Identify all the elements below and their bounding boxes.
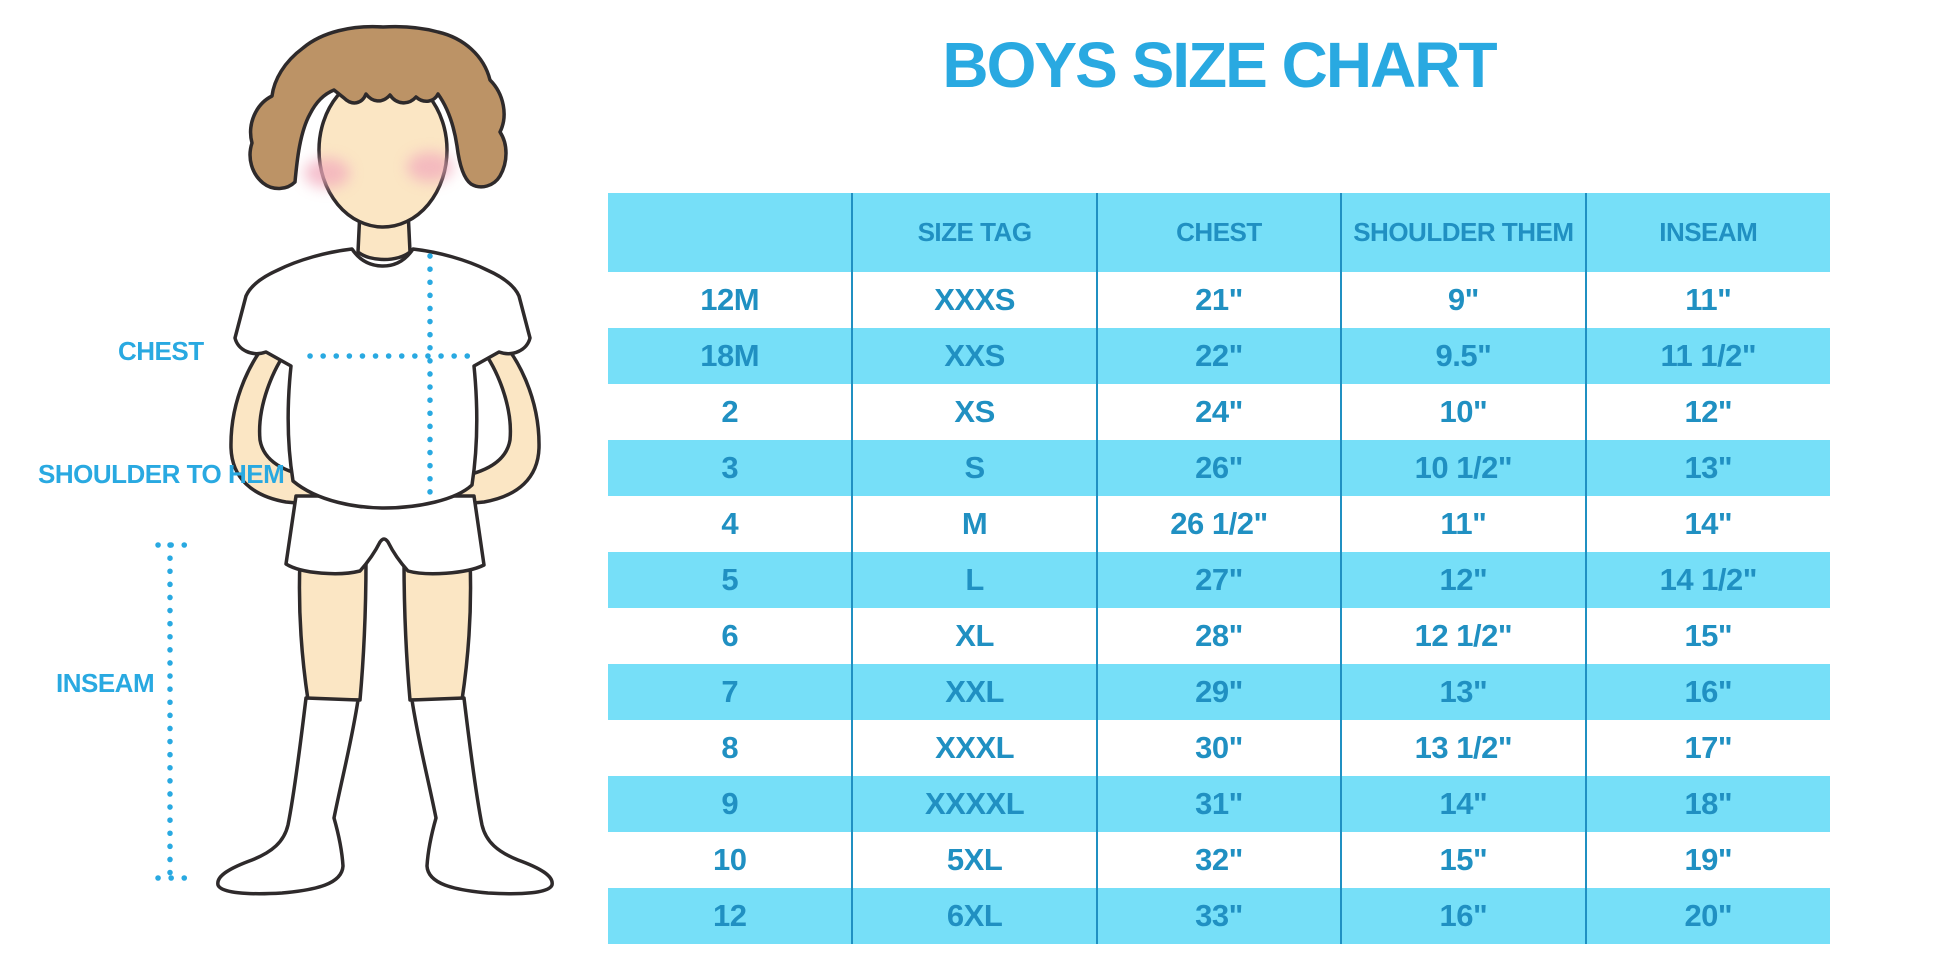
table-cell: 27" xyxy=(1095,552,1342,608)
boy-hair xyxy=(248,24,508,191)
table-cell: XXXXL xyxy=(851,776,1097,832)
table-row: 8 XXXL 30" 13 1/2" 17" xyxy=(608,720,1830,776)
table-cell: 14" xyxy=(1340,776,1586,832)
chest-label: CHEST xyxy=(118,336,204,366)
table-cell: 30" xyxy=(1095,720,1342,776)
table-cell: 21" xyxy=(1095,272,1342,328)
table-cell: 12 1/2" xyxy=(1340,608,1586,664)
table-cell: 13" xyxy=(1340,664,1586,720)
table-cell: 2 xyxy=(721,394,739,429)
table-cell: L xyxy=(851,552,1097,608)
shoulder-to-hem-label: SHOULDER TO HEM xyxy=(38,459,285,489)
table-cell: XS xyxy=(851,384,1097,440)
table-cell: 5 xyxy=(608,552,853,608)
table-cell: XXS xyxy=(851,328,1097,384)
boy-legs xyxy=(297,558,473,702)
table-cell: 15" xyxy=(1584,608,1830,664)
table-cell: 10 xyxy=(712,842,747,877)
column-header-size xyxy=(608,193,853,272)
table-cell: 12M xyxy=(700,282,760,317)
table-cell: 24" xyxy=(1095,384,1342,440)
table-cell: 29" xyxy=(1095,664,1342,720)
table-cell: 8 xyxy=(721,730,739,765)
table-cell: 11" xyxy=(1340,496,1586,552)
table-row: 12 6XL 33" 16" 20" xyxy=(608,888,1830,944)
table-cell: 11" xyxy=(1584,272,1830,328)
table-cell: 28" xyxy=(1095,608,1342,664)
table-cell: 7 xyxy=(608,664,853,720)
table-row: 9 XXXXL 31" 14" 18" xyxy=(608,776,1830,832)
table-cell: 18M xyxy=(608,328,853,384)
table-cell: XL xyxy=(851,608,1097,664)
blush-left xyxy=(304,158,350,188)
column-header-size-tag: SIZE TAG xyxy=(851,193,1097,272)
table-cell: M xyxy=(851,496,1097,552)
table-cell: 26" xyxy=(1095,440,1342,496)
table-cell: S xyxy=(851,440,1097,496)
header-row: SIZE TAG CHEST SHOULDER THEM INSEAM xyxy=(608,193,1830,272)
table-cell: 6XL xyxy=(851,888,1097,944)
table-cell: 6 xyxy=(721,618,739,653)
blush-right xyxy=(407,152,453,182)
page-title: BOYS SIZE CHART xyxy=(942,29,1497,101)
table-cell: 4 xyxy=(721,506,739,541)
table-cell: 22" xyxy=(1095,328,1342,384)
table-cell: XXXL xyxy=(851,720,1097,776)
table-cell: 14 1/2" xyxy=(1584,552,1830,608)
boy-shorts xyxy=(284,494,486,576)
table-cell: 9" xyxy=(1340,272,1586,328)
measurement-lines xyxy=(155,253,471,881)
table-cell: 10" xyxy=(1340,384,1586,440)
table-cell: 20" xyxy=(1584,888,1830,944)
table-cell: 3 xyxy=(608,440,853,496)
inseam-label: INSEAM xyxy=(56,668,155,698)
table-cell: 16" xyxy=(1584,664,1830,720)
size-table-body: 12M XXXS 21" 9" 11" 18M XXS 22" 9.5" 11 1/2" 2 XS 24… xyxy=(608,272,1830,944)
table-cell: 18" xyxy=(1584,776,1830,832)
column-header-inseam: INSEAM xyxy=(1584,193,1830,272)
table-cell: 31" xyxy=(1095,776,1342,832)
boy-socks xyxy=(216,696,554,896)
table-row: 5 L 27" 12" 14 1/2" xyxy=(608,552,1830,608)
table-cell: 12 xyxy=(608,888,853,944)
table-cell: 5XL xyxy=(851,832,1097,888)
table-row: 6 XL 28" 12 1/2" 15" xyxy=(608,608,1830,664)
table-cell: XXXS xyxy=(851,272,1097,328)
table-cell: XXL xyxy=(851,664,1097,720)
boy-face xyxy=(304,71,453,229)
table-cell: 13" xyxy=(1584,440,1830,496)
table-cell: 14" xyxy=(1584,496,1830,552)
table-cell: 19" xyxy=(1584,832,1830,888)
boy-shirt xyxy=(233,247,532,510)
table-cell: 26 1/2" xyxy=(1095,496,1342,552)
table-cell: 33" xyxy=(1095,888,1342,944)
table-row: 4 M 26 1/2" 11" 14" xyxy=(608,496,1830,552)
table-row: 18M XXS 22" 9.5" 11 1/2" xyxy=(608,328,1830,384)
column-header-shoulder: SHOULDER THEM xyxy=(1340,193,1586,272)
table-cell: 11 1/2" xyxy=(1584,328,1830,384)
table-cell: 17" xyxy=(1584,720,1830,776)
size-table-header: SIZE TAG CHEST SHOULDER THEM INSEAM xyxy=(608,193,1830,272)
table-row: 10 5XL 32" 15" 19" xyxy=(608,832,1830,888)
size-chart-table: SIZE TAG CHEST SHOULDER THEM INSEAM 12M X… xyxy=(608,193,1830,944)
table-cell: 16" xyxy=(1340,888,1586,944)
table-cell: 10 1/2" xyxy=(1340,440,1586,496)
table-cell: 9 xyxy=(608,776,853,832)
table-row: 12M XXXS 21" 9" 11" xyxy=(608,272,1830,328)
table-cell: 32" xyxy=(1095,832,1342,888)
table-cell: 13 1/2" xyxy=(1340,720,1586,776)
table-cell: 12" xyxy=(1584,384,1830,440)
boy-illustration xyxy=(155,24,554,896)
column-header-chest: CHEST xyxy=(1095,193,1342,272)
table-cell: 9.5" xyxy=(1340,328,1586,384)
table-row: 2 XS 24" 10" 12" xyxy=(608,384,1830,440)
table-row: 3 S 26" 10 1/2" 13" xyxy=(608,440,1830,496)
table-cell: 12" xyxy=(1340,552,1586,608)
table-row: 7 XXL 29" 13" 16" xyxy=(608,664,1830,720)
table-cell: 15" xyxy=(1340,832,1586,888)
